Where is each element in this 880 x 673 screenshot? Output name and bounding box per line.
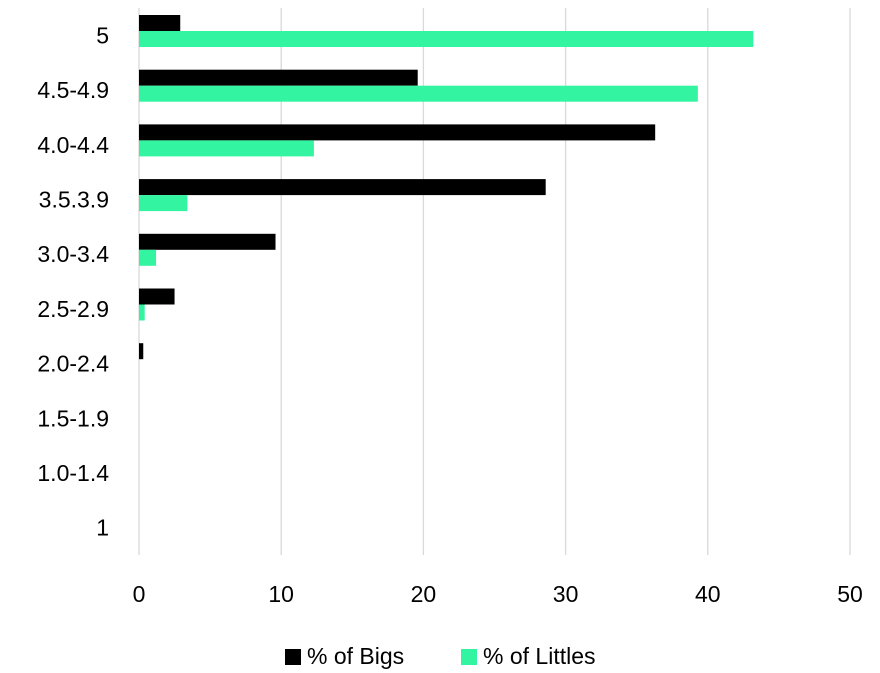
y-tick-label: 2.5-2.9: [37, 296, 109, 322]
y-tick-label: 3.0-3.4: [37, 241, 109, 267]
y-tick-label: 4.5-4.9: [37, 77, 109, 103]
y-tick-label: 4.0-4.4: [37, 132, 109, 158]
bar-littles: [139, 249, 157, 266]
y-tick-label: 3.5.3.9: [39, 187, 109, 213]
category-labels: 5 4.5-4.9 4.0-4.4 3.5.3.9 3.0-3.4 2.5-2.9 2.0-…: [37, 22, 109, 540]
bar-littles: [139, 140, 314, 157]
bar-littles: [139, 304, 145, 321]
bar-bigs: [139, 343, 144, 360]
value-axis-labels: 0 10 20 30 40 50: [133, 581, 863, 607]
bar-bigs: [139, 233, 276, 250]
legend-swatch-bigs: [285, 649, 301, 665]
bar-bigs: [139, 288, 175, 305]
y-tick-label: 1.5-1.9: [37, 405, 109, 431]
x-tick-label: 40: [695, 581, 721, 607]
x-tick-label: 50: [837, 581, 863, 607]
bar-bigs: [139, 179, 546, 196]
y-tick-label: 1.0-1.4: [37, 460, 109, 486]
x-tick-label: 30: [553, 581, 579, 607]
x-tick-label: 0: [133, 581, 146, 607]
bar-littles: [139, 195, 188, 212]
bar-bigs: [139, 124, 656, 141]
x-tick-label: 20: [411, 581, 437, 607]
bar-littles: [139, 31, 754, 47]
bars: [139, 15, 754, 360]
bar-littles: [139, 85, 698, 102]
legend: % of Bigs % of Littles: [285, 643, 596, 669]
y-tick-label: 1: [96, 515, 109, 541]
bar-bigs: [139, 15, 181, 31]
y-tick-label: 5: [96, 22, 109, 48]
bar-bigs: [139, 69, 418, 86]
legend-label-bigs: % of Bigs: [307, 643, 404, 669]
legend-swatch-littles: [461, 649, 477, 665]
x-tick-label: 10: [268, 581, 294, 607]
y-tick-label: 2.0-2.4: [37, 351, 109, 377]
legend-label-littles: % of Littles: [483, 643, 596, 669]
